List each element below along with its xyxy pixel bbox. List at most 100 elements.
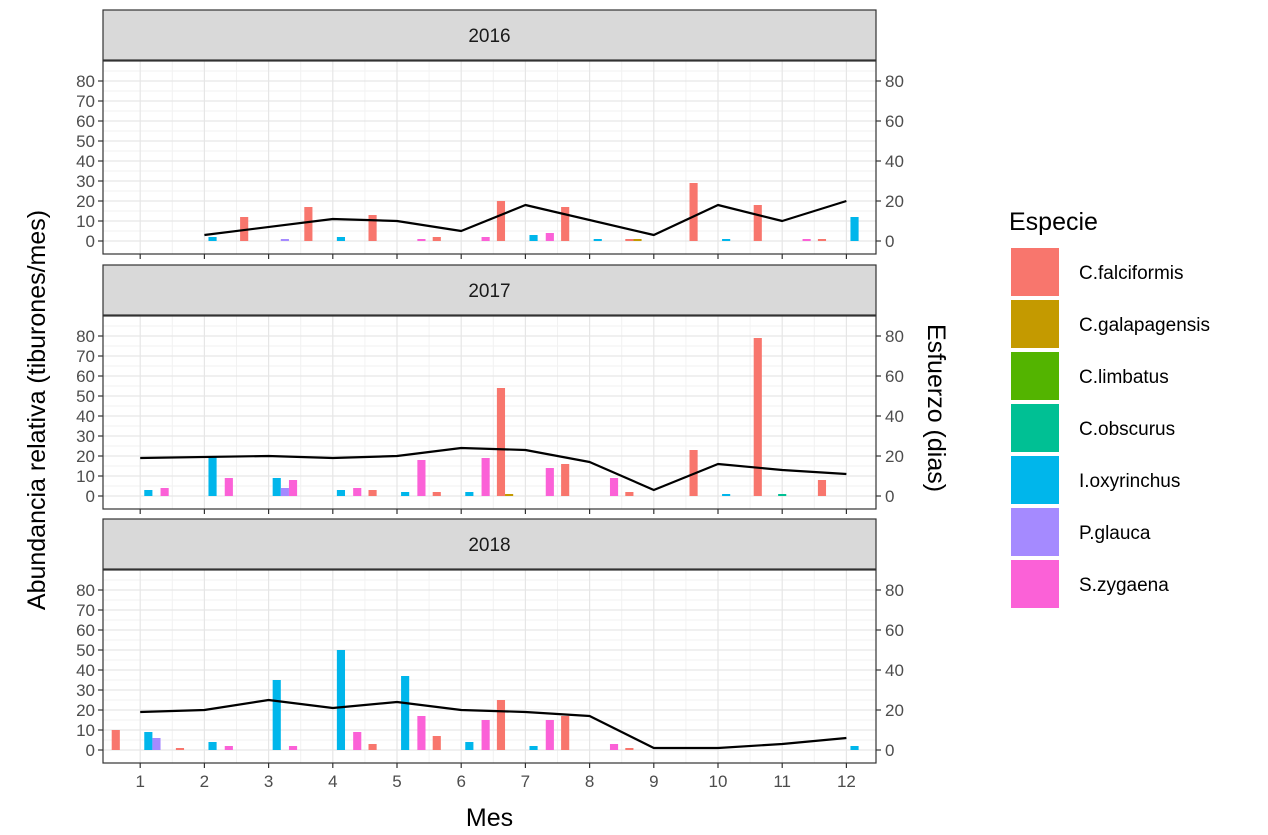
facet-strip [102,518,877,570]
bar-S.zygaena-m3 [288,746,298,750]
bar-I.oxyrinchus-m4 [336,650,346,750]
bar-C.falciformis-m4 [304,207,313,241]
y-tick-label: 40 [76,152,95,171]
bar-C.falciformis-m12 [817,480,827,496]
y-tick-label: 20 [76,701,95,720]
y2-tick-label: 0 [885,487,894,506]
facet-strip-label: 2016 [468,26,510,47]
y-axis-title: Abundancia relativa (tiburones/mes) [23,210,51,610]
bar-C.falciformis-m5 [368,490,377,496]
x-tick-label: 12 [837,772,856,791]
bar-I.oxyrinchus-m12 [850,217,859,241]
bar-S.zygaena-m6 [481,458,490,496]
legend-label-S.zygaena: S.zygaena [1079,575,1169,596]
bars-group [208,183,859,241]
y-tick-label: 30 [76,427,95,446]
bar-C.falciformis-m7 [496,700,506,750]
bar-C.falciformis-m6 [432,492,441,496]
bar-C.falciformis-m2 [175,748,185,750]
y-tick-label: 40 [76,407,95,426]
y-tick-label: 50 [76,387,95,406]
bar-I.oxyrinchus-m3 [272,680,281,750]
bar-S.zygaena-m2 [224,478,233,496]
panel-border [102,315,877,510]
bar-I.oxyrinchus-m10 [722,239,731,241]
bar-I.oxyrinchus-m5 [401,492,410,496]
x-tick-label: 9 [649,772,658,791]
bar-S.zygaena-m5 [417,460,426,496]
x-tick-label: 8 [585,772,594,791]
y-tick-label: 80 [76,327,95,346]
legend: Especie C.falciformis C.galapagensis C.limb… [1009,208,1210,608]
bar-S.zygaena-m7 [545,233,554,241]
bar-C.galapagensis-m9 [633,239,642,241]
x-tick-label: 10 [709,772,728,791]
bar-S.zygaena-m5 [417,239,426,241]
y2-tick-label: 80 [885,72,904,91]
y2-axis-title: Esfuerzo (dias) [922,324,950,492]
y-tick-label: 20 [76,192,95,211]
y-tick-label: 20 [76,447,95,466]
bar-C.obscurus-m11 [778,494,787,496]
y2-tick-label: 20 [885,701,904,720]
legend-key-C.falciformis [1011,248,1059,296]
effort-line [140,698,847,750]
bar-C.falciformis-m11 [753,338,762,496]
bar-C.galapagensis-m7 [505,494,514,496]
legend-label-C.obscurus: C.obscurus [1079,419,1175,440]
bar-C.falciformis-m12 [817,239,827,241]
y-tick-label: 0 [86,487,95,506]
legend-title: Especie [1009,208,1098,236]
bar-C.falciformis-m9 [625,239,634,241]
bar-S.zygaena-m1 [160,488,169,496]
x-tick-label: 4 [328,772,337,791]
y-tick-label: 60 [76,112,95,131]
x-tick-label: 6 [456,772,465,791]
bar-I.oxyrinchus-m2 [208,456,217,496]
bar-C.falciformis-m8 [561,716,570,750]
x-tick-label: 3 [264,772,273,791]
legend-label-C.falciformis: C.falciformis [1079,263,1184,284]
bar-C.falciformis-m9 [625,492,634,496]
bar-I.oxyrinchus-m7 [529,235,538,241]
bar-C.falciformis-m6 [432,237,441,241]
bar-S.zygaena-m4 [353,488,362,496]
bar-I.oxyrinchus-m6 [465,742,474,750]
legend-label-I.oxyrinchus: I.oxyrinchus [1079,471,1180,492]
panel-background [103,61,876,254]
y2-tick-label: 80 [885,327,904,346]
panel-border [102,60,877,255]
bar-C.falciformis-m7 [496,201,506,241]
bar-C.falciformis-m7 [496,388,506,496]
bar-I.oxyrinchus-m5 [401,676,410,750]
legend-label-C.galapagensis: C.galapagensis [1079,315,1210,336]
bar-S.zygaena-m7 [545,720,554,750]
legend-key-S.zygaena [1011,560,1059,608]
x-tick-label: 2 [200,772,209,791]
y2-tick-label: 60 [885,621,904,640]
y-tick-label: 30 [76,172,95,191]
y2-tick-label: 60 [885,367,904,386]
bar-S.zygaena-m3 [288,480,298,496]
y-tick-label: 30 [76,681,95,700]
bar-C.falciformis-m5 [368,215,377,241]
effort-line [140,446,847,492]
bar-S.zygaena-m8 [609,744,619,750]
legend-label-C.limbatus: C.limbatus [1079,367,1169,388]
y2-tick-label: 0 [885,741,894,760]
bar-C.falciformis-m5 [368,744,377,750]
bar-S.zygaena-m7 [545,468,554,496]
bar-I.oxyrinchus-m10 [722,494,731,496]
bar-I.oxyrinchus-m1 [144,732,153,750]
bar-C.falciformis-m1 [111,730,120,750]
y-tick-label: 70 [76,347,95,366]
facet-strip [102,9,877,61]
y-tick-label: 80 [76,72,95,91]
facet-strip [102,264,877,316]
y2-tick-label: 0 [885,232,894,251]
bar-I.oxyrinchus-m8 [593,239,602,241]
legend-key-C.limbatus [1011,352,1059,400]
